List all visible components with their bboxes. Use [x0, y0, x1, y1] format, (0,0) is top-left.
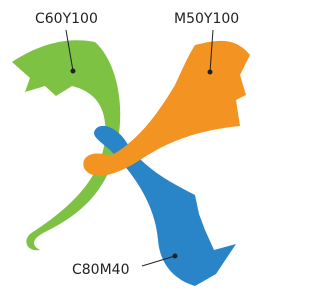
shape-label: C80M40: [72, 262, 129, 278]
leader-dot: [208, 70, 213, 75]
shape-label: C60Y100: [35, 11, 98, 27]
leader-dot: [173, 254, 178, 259]
leader-dot: [71, 69, 76, 74]
green-shape: [12, 40, 120, 250]
shape-label: M50Y100: [174, 11, 239, 27]
diagram: C60Y100 M50Y100 C80M40: [0, 0, 260, 290]
